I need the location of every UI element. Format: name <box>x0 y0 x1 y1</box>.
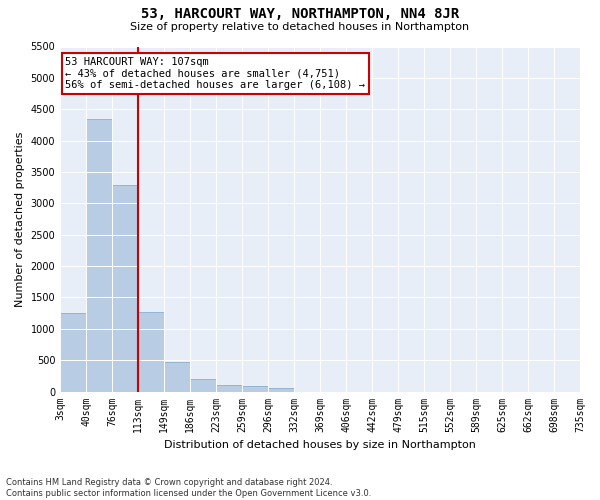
Text: Contains HM Land Registry data © Crown copyright and database right 2024.
Contai: Contains HM Land Registry data © Crown c… <box>6 478 371 498</box>
X-axis label: Distribution of detached houses by size in Northampton: Distribution of detached houses by size … <box>164 440 476 450</box>
Bar <box>268 388 294 392</box>
Bar <box>112 184 138 392</box>
Bar <box>216 384 242 392</box>
Bar <box>86 118 112 392</box>
Bar <box>60 312 86 392</box>
Text: 53 HARCOURT WAY: 107sqm
← 43% of detached houses are smaller (4,751)
56% of semi: 53 HARCOURT WAY: 107sqm ← 43% of detache… <box>65 57 365 90</box>
Y-axis label: Number of detached properties: Number of detached properties <box>15 132 25 306</box>
Bar <box>164 362 190 392</box>
Bar <box>190 379 216 392</box>
Bar <box>242 386 268 392</box>
Text: 53, HARCOURT WAY, NORTHAMPTON, NN4 8JR: 53, HARCOURT WAY, NORTHAMPTON, NN4 8JR <box>141 8 459 22</box>
Bar <box>138 312 164 392</box>
Text: Size of property relative to detached houses in Northampton: Size of property relative to detached ho… <box>130 22 470 32</box>
